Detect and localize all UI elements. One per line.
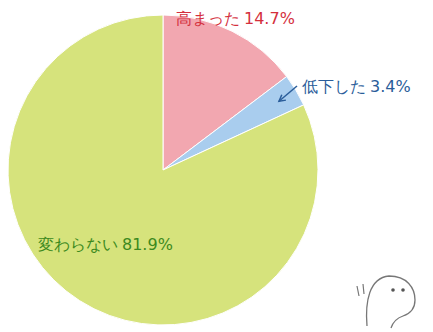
ghost-marks [357,284,364,296]
labels: 高まった14.7% 低下した3.4% 変わらない81.9% [38,9,411,254]
data-label: 14.7% [244,9,295,28]
pointer-arrow-head [279,95,286,101]
data-label: 81.9% [122,235,173,254]
pie-slice [8,15,318,325]
ghost-eye [391,288,395,292]
slice-label: 変わらない [38,235,118,254]
ghost-doodle [357,276,415,328]
ghost-eye [401,288,405,292]
slice-label: 低下した [302,77,366,96]
pie [8,15,318,325]
pointer-arrow [279,86,297,101]
slice-label: 高まった [176,9,240,28]
chart: 高まった14.7% 低下した3.4% 変わらない81.9% [0,0,433,332]
ghost-body [367,276,415,328]
data-label: 3.4% [370,77,411,96]
